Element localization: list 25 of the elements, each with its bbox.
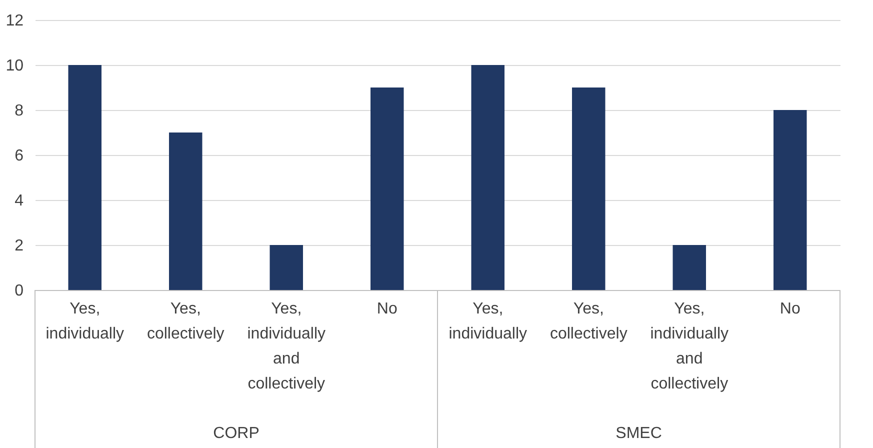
text: CORP [213, 425, 260, 442]
x-tick-label: Yes, individually and collectively [650, 300, 729, 392]
y-tick-label: 6 [14, 148, 24, 164]
bar [572, 88, 606, 290]
text: SMEC [616, 425, 662, 442]
x-tick-label: Yes, individually and collectively [247, 300, 326, 392]
bar [270, 245, 303, 290]
bar [68, 65, 102, 290]
bar [370, 88, 404, 290]
bar [672, 245, 706, 290]
bar [774, 110, 807, 290]
y-tick-label: 8 [14, 102, 24, 120]
y-tick-label: 4 [14, 192, 24, 210]
y-tick-label: 12 [6, 12, 24, 30]
x-tick-label: Yes, individually [46, 300, 124, 342]
x-tick-label: No [376, 300, 398, 318]
x-tick-label: Yes, collectively [550, 300, 628, 342]
bar [169, 132, 202, 290]
y-tick-label: 0 [14, 282, 24, 300]
x-tick-label: No [780, 300, 800, 318]
bar [471, 65, 504, 290]
y-tick-label: 2 [14, 238, 24, 254]
y-tick-label: 10 [6, 58, 24, 74]
x-tick-label: Yes, individually [448, 300, 528, 342]
x-tick-label: Yes, collectively [146, 300, 224, 342]
